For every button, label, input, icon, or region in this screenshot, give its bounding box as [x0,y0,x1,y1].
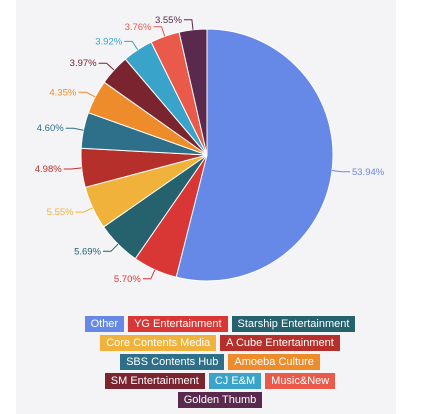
data-label-yg-entertainment: 5.70% [114,274,141,285]
leader-line-starship-entertainment [103,243,119,252]
data-label-sbs-contents-hub: 4.60% [37,123,64,134]
data-label-cj-eandm: 3.92% [95,36,122,47]
data-label-sm-entertainment: 3.97% [70,58,97,69]
legend-item-starship-entertainment[interactable]: Starship Entertainment [231,316,356,332]
leader-line-a-cube-entertainment [63,167,82,170]
legend-row: Core Contents Media A Cube Entertainment [40,335,400,351]
data-label-amoeba-culture: 4.35% [49,87,76,98]
legend-item-sbs-contents-hub[interactable]: SBS Contents Hub [120,354,225,370]
legend-row: SM Entertainment CJ E&M Music&New [40,373,400,389]
legend-row: SBS Contents Hub Amoeba Culture [40,354,400,370]
data-label-musicandnew: 3.76% [125,22,152,33]
data-label-other: 53.94% [352,167,385,178]
legend-item-cj-eandm[interactable]: CJ E&M [208,373,262,389]
leader-line-cj-eandm [124,40,139,51]
leader-line-golden-thumb [183,19,194,30]
data-label-golden-thumb: 3.55% [155,15,182,26]
legend-item-yg-entertainment[interactable]: YG Entertainment [128,316,228,332]
legend-item-other[interactable]: Other [84,316,125,332]
leader-line-yg-entertainment [142,269,156,280]
data-label-a-cube-entertainment: 4.98% [35,164,62,175]
legend-item-a-cube-entertainment[interactable]: A Cube Entertainment [220,335,340,351]
legend-item-golden-thumb[interactable]: Golden Thumb [177,392,263,408]
legend-item-amoeba-culture[interactable]: Amoeba Culture [228,354,320,370]
leader-line-core-contents-media [75,207,93,213]
legend-row: Other YG Entertainment Starship Entertainm… [40,316,400,332]
legend-row: Golden Thumb [40,392,400,408]
legend-item-core-contents-media[interactable]: Core Contents Media [100,335,217,351]
chart-legend: Other YG Entertainment Starship Entertainm… [40,316,400,411]
data-label-starship-entertainment: 5.69% [74,246,101,257]
leader-line-musicandnew [153,26,166,37]
legend-item-musicandnew[interactable]: Music&New [265,373,336,389]
legend-item-sm-entertainment[interactable]: SM Entertainment [104,373,205,389]
leader-line-other [331,170,350,173]
leader-line-sbs-contents-hub [65,127,84,131]
data-label-core-contents-media: 5.55% [47,207,74,218]
leader-line-amoeba-culture [78,91,96,98]
leader-line-sm-entertainment [98,62,115,71]
